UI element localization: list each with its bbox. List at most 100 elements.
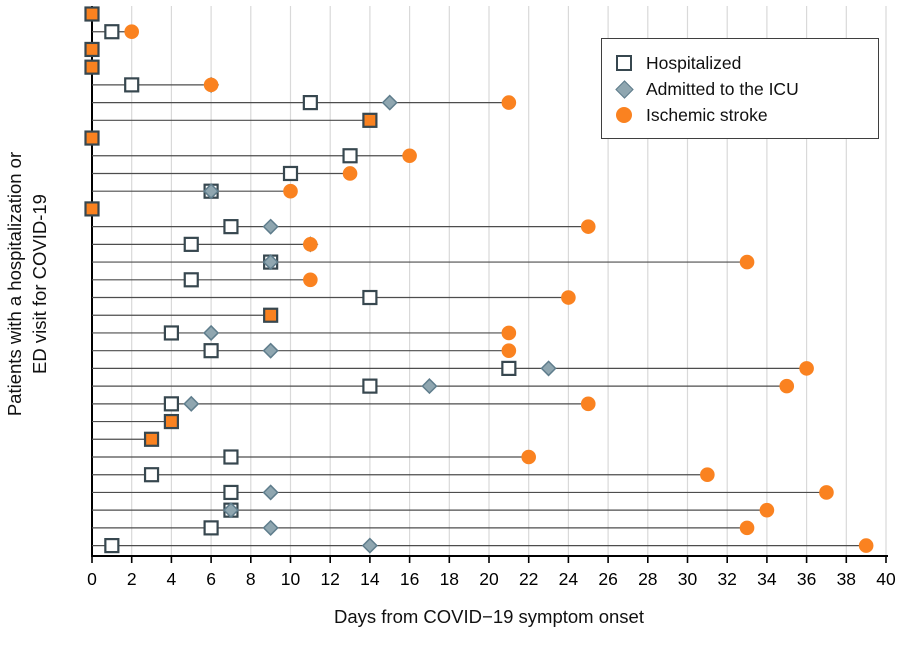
x-tick-label: 38: [837, 569, 856, 589]
hospitalized-marker: [84, 59, 100, 75]
stroke-marker: [858, 538, 874, 553]
stroke-marker: [124, 24, 139, 40]
icu-marker: [262, 519, 279, 536]
icu-marker: [183, 395, 200, 412]
x-tick-label: 34: [757, 569, 777, 589]
stroke-marker: [580, 396, 596, 412]
stroke-marker: [561, 290, 576, 305]
stroke-marker: [779, 378, 795, 394]
hospitalized-square-icon: [616, 55, 632, 71]
hospitalized-marker: [84, 41, 100, 58]
x-tick-label: 6: [206, 569, 216, 589]
stroke-marker: [203, 77, 219, 93]
hospitalized-marker: [183, 236, 199, 252]
x-tick-label: 32: [717, 569, 736, 589]
hospitalized-marker: [282, 165, 299, 182]
legend-label-hospitalized: Hospitalized: [646, 52, 742, 73]
stroke-marker: [501, 325, 517, 341]
icu-marker: [381, 94, 398, 111]
hospitalized-marker: [362, 112, 378, 128]
icu-marker: [203, 324, 220, 342]
hospitalized-marker: [223, 219, 239, 235]
stroke-marker: [819, 485, 834, 500]
stroke-marker: [342, 166, 358, 181]
legend-label-ischemic-stroke: Ischemic stroke: [646, 104, 768, 125]
y-axis-title: Patients with a hospitalization or ED vi…: [2, 4, 54, 564]
stroke-marker: [580, 219, 596, 234]
icu-marker: [222, 502, 240, 519]
hospitalized-marker: [163, 325, 179, 341]
x-tick-label: 2: [127, 569, 137, 589]
hospitalized-marker: [223, 449, 239, 465]
hospitalized-marker: [124, 77, 140, 93]
hospitalized-marker: [84, 201, 100, 217]
hospitalized-marker: [104, 537, 120, 554]
icu-marker: [421, 378, 438, 395]
x-tick-label: 30: [678, 569, 698, 589]
hospitalized-marker: [362, 289, 378, 306]
legend-marker-cell: [616, 107, 646, 123]
x-tick-label: 16: [400, 569, 419, 589]
hospitalized-marker: [84, 6, 100, 22]
x-tick-label: 24: [559, 569, 579, 589]
stroke-marker: [739, 254, 755, 270]
hospitalized-marker: [263, 307, 279, 323]
legend-item-ischemic-stroke: Ischemic stroke: [616, 102, 864, 128]
x-tick-label: 36: [797, 569, 816, 589]
stroke-marker: [700, 467, 715, 483]
hospitalized-marker: [163, 396, 179, 412]
icu-diamond-icon: [615, 79, 634, 99]
stroke-marker: [739, 520, 755, 536]
x-tick-label: 40: [876, 569, 896, 589]
icu-marker: [262, 484, 279, 501]
x-tick-label: 18: [440, 569, 459, 589]
icu-marker: [262, 218, 279, 235]
legend-item-icu: Admitted to the ICU: [615, 76, 864, 102]
legend-item-hospitalized: Hospitalized: [616, 50, 864, 76]
stroke-marker: [283, 183, 298, 199]
x-axis-title: Days from COVID−19 symptom onset: [334, 606, 644, 627]
hospitalized-marker: [223, 484, 239, 501]
hospitalized-marker: [302, 94, 318, 111]
x-tick-label: 4: [167, 569, 177, 589]
hospitalized-marker: [501, 360, 517, 376]
stroke-marker: [402, 148, 417, 164]
stroke-circle-icon: [616, 107, 632, 123]
hospitalized-marker: [342, 148, 358, 164]
x-tick-label: 26: [598, 569, 617, 589]
legend-marker-cell: [615, 79, 646, 99]
x-tick-label: 0: [87, 569, 97, 589]
hospitalized-marker: [203, 343, 219, 359]
icu-marker: [361, 537, 378, 554]
hospitalized-marker: [104, 24, 120, 40]
hospitalized-marker: [84, 130, 100, 146]
hospitalized-marker: [163, 413, 179, 430]
x-tick-label: 28: [638, 569, 657, 589]
x-tick-label: 12: [320, 569, 339, 589]
stroke-marker: [799, 361, 814, 376]
stroke-marker: [303, 237, 318, 252]
icu-marker: [262, 254, 279, 271]
icu-marker: [540, 360, 557, 377]
x-tick-label: 14: [360, 569, 380, 589]
legend-marker-cell: [616, 55, 646, 71]
stroke-marker: [501, 95, 517, 110]
icu-marker: [262, 342, 279, 359]
x-tick-label: 8: [246, 569, 256, 589]
x-tick-label: 22: [519, 569, 538, 589]
x-tick-label: 10: [281, 569, 301, 589]
icu-marker: [203, 183, 220, 200]
hospitalized-marker: [183, 272, 199, 288]
stroke-marker: [759, 502, 775, 518]
stroke-marker: [303, 272, 318, 288]
legend: Hospitalized Admitted to the ICU Ischemi…: [601, 38, 879, 139]
hospitalized-marker: [143, 431, 160, 447]
hospitalized-marker: [143, 467, 160, 483]
y-axis-title-line1: Patients with a hospitalization or: [4, 151, 25, 417]
stroke-marker: [521, 449, 536, 465]
hospitalized-marker: [203, 520, 219, 536]
hospitalized-marker: [362, 378, 378, 394]
stroke-marker: [501, 343, 517, 358]
